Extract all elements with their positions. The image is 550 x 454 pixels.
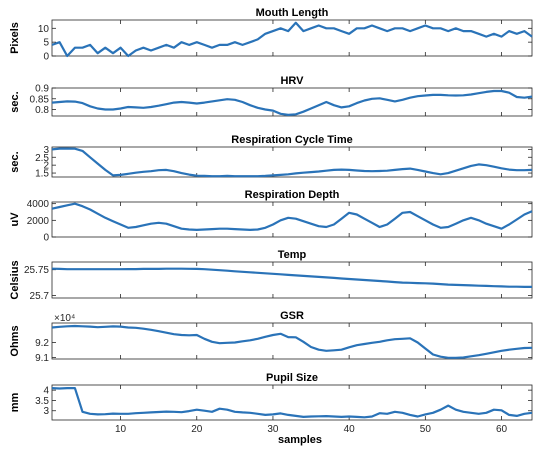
y-tick-label: 1.5 bbox=[35, 169, 49, 180]
y-tick-label: 2.5 bbox=[35, 153, 49, 164]
axes-box bbox=[51, 146, 533, 178]
subplot-6: Pupil Size mm 33.54 bbox=[9, 372, 533, 421]
y-tick-label: 0.8 bbox=[35, 105, 49, 116]
y-tick-label: 2 bbox=[43, 161, 49, 172]
subplot-4: Temp Celsius 25.7 25.75 bbox=[9, 249, 533, 302]
series-line bbox=[51, 147, 533, 178]
subplot-3: Respiration Depth uV 0 2000 4000 bbox=[9, 189, 533, 244]
y-axis-label: sec. bbox=[9, 91, 21, 112]
x-tick-label: 20 bbox=[191, 424, 203, 435]
subplot-0: Mouth Length Pixels 0 5 10 bbox=[9, 7, 533, 63]
y-tick-label: 10 bbox=[38, 24, 50, 35]
y-exponent-label: ×10⁴ bbox=[54, 313, 75, 324]
y-axis-label: Celsius bbox=[9, 260, 21, 299]
subplot-title: Respiration Depth bbox=[245, 189, 340, 201]
subplot-title: Respiration Cycle Time bbox=[231, 134, 352, 146]
y-tick-label: 4 bbox=[43, 386, 49, 397]
subplot-title: Pupil Size bbox=[266, 372, 318, 384]
subplot-title: HRV bbox=[280, 75, 304, 87]
y-axis-label: Ohms bbox=[9, 325, 21, 356]
y-tick-label: 2000 bbox=[27, 216, 50, 227]
axes-box bbox=[51, 201, 533, 238]
axes-box bbox=[51, 322, 533, 360]
y-tick-label: 3 bbox=[43, 406, 49, 417]
series-line bbox=[51, 89, 533, 117]
y-tick-label: 0 bbox=[43, 233, 49, 244]
subplots: Mouth Length Pixels 0 5 10 HRV sec. 0.80.850.9 R… bbox=[9, 7, 533, 435]
y-tick-label: 25.7 bbox=[30, 291, 50, 302]
series-line bbox=[51, 387, 533, 419]
x-tick-label: 60 bbox=[496, 424, 508, 435]
y-tick-label: 25.75 bbox=[24, 265, 49, 276]
x-tick-label: 40 bbox=[344, 424, 356, 435]
y-axis-label: Pixels bbox=[9, 22, 21, 54]
y-tick-label: 4000 bbox=[27, 199, 50, 210]
y-tick-label: 9.1 bbox=[35, 353, 49, 364]
y-tick-label: 0.85 bbox=[30, 94, 50, 105]
axes-box bbox=[51, 87, 533, 117]
y-tick-label: 0 bbox=[43, 52, 49, 63]
series-line bbox=[51, 202, 533, 231]
series-line bbox=[51, 324, 533, 359]
x-axis-label: samples bbox=[278, 434, 322, 446]
y-tick-label: 9.2 bbox=[35, 338, 49, 349]
y-tick-label: 3.5 bbox=[35, 396, 49, 407]
subplot-1: HRV sec. 0.80.850.9 bbox=[9, 75, 533, 117]
y-tick-label: 3 bbox=[43, 145, 49, 156]
y-axis-label: sec. bbox=[9, 151, 21, 172]
series-line bbox=[51, 267, 532, 288]
series-line bbox=[51, 21, 533, 58]
subplot-title: GSR bbox=[280, 310, 304, 322]
x-tick-label: 50 bbox=[420, 424, 432, 435]
x-tick-label: 10 bbox=[115, 424, 127, 435]
axes-box bbox=[51, 261, 533, 299]
subplot-title: Mouth Length bbox=[256, 7, 329, 19]
y-axis-label: uV bbox=[9, 212, 21, 227]
y-axis-label: mm bbox=[9, 393, 21, 413]
subplot-title: Temp bbox=[278, 249, 307, 261]
subplot-2: Respiration Cycle Time sec. 1.522.53 bbox=[9, 134, 533, 180]
y-tick-label: 0.9 bbox=[35, 84, 49, 95]
y-tick-label: 5 bbox=[43, 38, 49, 49]
x-tick-label: 30 bbox=[267, 424, 279, 435]
subplot-5: GSR Ohms 9.1 9.2 ×10⁴ bbox=[9, 310, 533, 364]
